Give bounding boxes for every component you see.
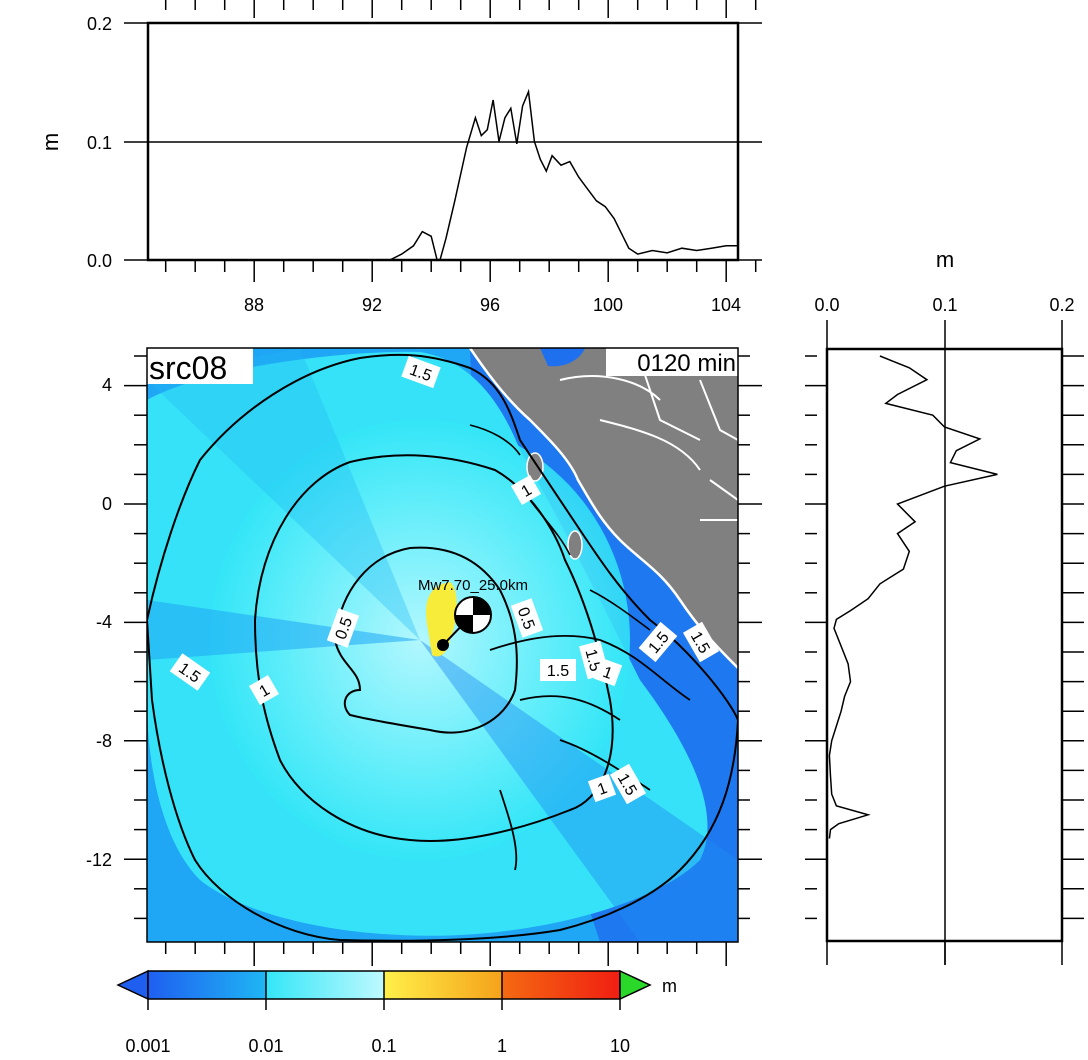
right-profile-panel: m 0.0 0.1 0.2: [805, 247, 1084, 965]
right-profile-line: [828, 355, 998, 839]
land-bay: [540, 348, 585, 367]
colorbar: m 0.001 0.01 0.1 1 10: [116, 969, 677, 1056]
contour-label: 1.5: [547, 663, 569, 680]
wave-beam-northwest: [147, 348, 420, 640]
contour-label: 1.5: [581, 647, 603, 673]
scenario-title: src08: [149, 350, 227, 386]
contour-label: 1.5: [407, 362, 434, 386]
coastline: [468, 348, 738, 669]
lat-tick-minus12: -12: [86, 850, 112, 870]
top-xtick-100: 100: [593, 295, 623, 315]
lat-tick-4: 4: [102, 375, 112, 395]
contour-coastal-fragments: [469, 424, 651, 631]
time-box: [606, 348, 738, 376]
top-profile-series: [389, 88, 738, 261]
top-xtick-92: 92: [362, 295, 382, 315]
top-profile-line: [389, 88, 738, 261]
map-ticks: [124, 355, 762, 966]
right-profile-series: [828, 355, 998, 839]
lat-tick-0: 0: [102, 494, 112, 514]
colorbar-high-arrow: [619, 969, 652, 1001]
map-frame: [146, 347, 739, 943]
island-simeulue: [526, 452, 544, 482]
lat-tick-minus8: -8: [96, 731, 112, 751]
contour-middle: [253, 454, 614, 842]
colorbar-tick-1: 1: [497, 1036, 507, 1056]
colorbar-tick-0.001: 0.001: [125, 1036, 170, 1056]
top-y-unit: m: [38, 133, 63, 151]
colorbar-low-arrow: [116, 969, 149, 1001]
contour-label: 0.5: [333, 615, 357, 642]
contour-outer: [147, 353, 738, 942]
top-ytick-0.0: 0.0: [87, 251, 112, 271]
colorbar-unit: m: [662, 976, 677, 996]
lat-tick-minus4: -4: [96, 612, 112, 632]
colorbar-tick-10: 10: [610, 1036, 630, 1056]
epicenter-marker: [437, 639, 449, 651]
top-xtick-88: 88: [244, 295, 264, 315]
colorbar-tick-0.01: 0.01: [248, 1036, 283, 1056]
title-box: [147, 348, 253, 384]
province-borders: [559, 359, 738, 521]
top-ytick-0.1: 0.1: [87, 133, 112, 153]
contour-shelf-fragments: [489, 634, 691, 871]
top-xtick-96: 96: [480, 295, 500, 315]
top-ytick-0.2: 0.2: [87, 14, 112, 34]
source-label: Mw7.70_25.0km: [418, 577, 528, 594]
right-x-unit: m: [936, 247, 954, 272]
source-mechanism: Mw7.70_25.0km: [418, 577, 528, 651]
time-label: 0120 min: [637, 350, 736, 377]
right-xtick-0.2: 0.2: [1049, 295, 1074, 315]
right-xtick-0.1: 0.1: [932, 295, 957, 315]
right-panel-ticks: [805, 320, 1084, 965]
right-xtick-0.0: 0.0: [814, 295, 839, 315]
top-xtick-104: 104: [711, 295, 741, 315]
wave-beam-west: [147, 600, 420, 660]
map-panel: 1.5 1 0.5 0.5 1.5 1.5 1 1.5 1.5 1.5 1 1 …: [86, 347, 762, 966]
contour-labels: 1.5 1 0.5 0.5 1.5 1.5 1 1.5 1.5 1.5 1 1 …: [169, 355, 720, 805]
contour-label: 0.5: [514, 605, 538, 632]
top-profile-panel: 0.2 0.1 0.0 m 88 92 96 100 104: [38, 0, 762, 315]
land-sumatra: [470, 348, 738, 668]
island-nias: [567, 530, 583, 560]
contour-inner: [333, 546, 518, 734]
colorbar-tick-0.1: 0.1: [371, 1036, 396, 1056]
top-panel-ticks: [124, 0, 762, 282]
